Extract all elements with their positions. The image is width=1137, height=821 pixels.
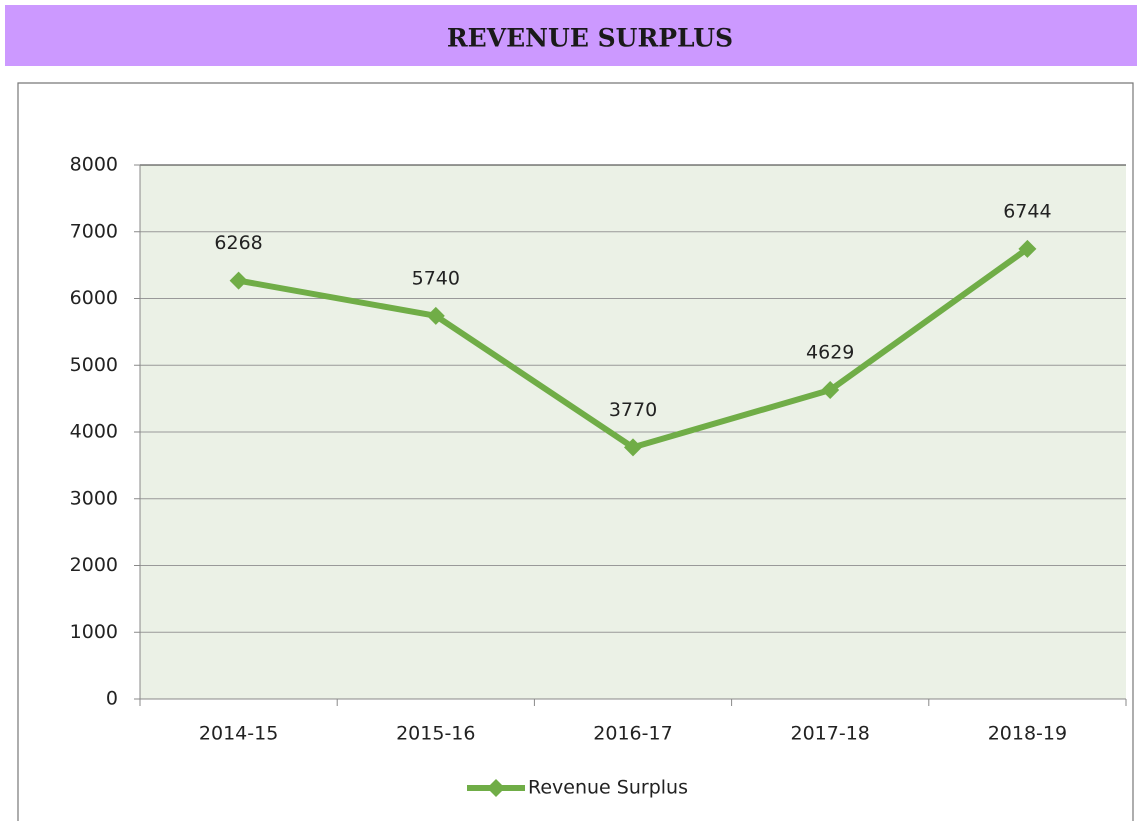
y-tick-label: 1000 bbox=[70, 621, 118, 643]
x-tick-label: 2015-16 bbox=[396, 723, 475, 745]
y-tick-label: 8000 bbox=[70, 154, 118, 176]
y-tick-label: 2000 bbox=[70, 554, 118, 576]
x-tick-label: 2017-18 bbox=[791, 723, 870, 745]
data-label: 5740 bbox=[412, 267, 460, 289]
chart-frame bbox=[17, 82, 1134, 821]
data-label: 6744 bbox=[1003, 200, 1051, 222]
y-tick-label: 3000 bbox=[70, 487, 118, 509]
data-label: 6268 bbox=[214, 232, 262, 254]
data-label: 3770 bbox=[609, 399, 657, 421]
y-tick-label: 0 bbox=[106, 688, 118, 710]
data-label: 4629 bbox=[806, 342, 854, 364]
point-marker bbox=[624, 438, 642, 457]
x-tick-label: 2014-15 bbox=[199, 723, 278, 745]
point-marker bbox=[1018, 239, 1037, 258]
legend-marker bbox=[487, 779, 505, 797]
x-tick-label: 2016-17 bbox=[593, 723, 672, 745]
point-marker bbox=[426, 306, 445, 325]
y-tick-label: 4000 bbox=[70, 421, 118, 443]
y-tick-label: 6000 bbox=[70, 287, 118, 309]
x-tick-label: 2018-19 bbox=[988, 723, 1067, 745]
y-tick-label: 7000 bbox=[70, 220, 118, 242]
title-banner bbox=[5, 5, 1137, 66]
point-marker bbox=[229, 271, 248, 290]
chart-title: REVENUE SURPLUS bbox=[447, 24, 733, 53]
y-tick-label: 5000 bbox=[70, 354, 118, 376]
point-marker bbox=[821, 381, 840, 400]
legend-label: Revenue Surplus bbox=[528, 777, 688, 799]
